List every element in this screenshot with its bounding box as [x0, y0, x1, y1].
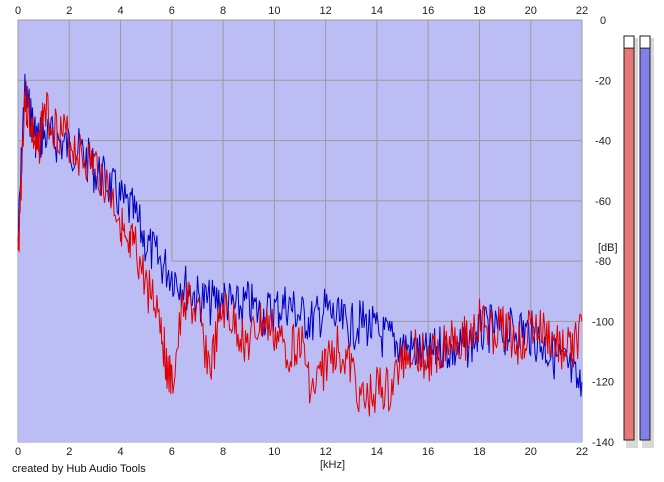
frequency-tick-label-bottom: 6 — [169, 446, 175, 458]
frequency-tick-label: 20 — [525, 5, 537, 17]
frequency-tick-label: 10 — [268, 5, 280, 17]
db-tick-label: -80 — [595, 256, 611, 268]
frequency-tick-label-bottom: 20 — [525, 446, 537, 458]
frequency-tick-label: 18 — [473, 5, 485, 17]
frequency-tick-label: 16 — [422, 5, 434, 17]
db-tick-label: -60 — [595, 196, 611, 208]
frequency-tick-label-bottom: 8 — [220, 446, 226, 458]
credit-label: created by Hub Audio Tools — [12, 463, 146, 475]
frequency-tick-label: 4 — [117, 5, 123, 17]
frequency-tick-label-bottom: 10 — [268, 446, 280, 458]
left-level-meter — [623, 47, 635, 441]
frequency-tick-label-bottom: 4 — [117, 446, 123, 458]
frequency-tick-label: 8 — [220, 5, 226, 17]
right-level-meter — [639, 47, 651, 441]
level-meters — [623, 35, 654, 448]
frequency-tick-labels: 0 2 4 6 8 10 12 14 16 18 20 22 — [15, 5, 588, 17]
db-tick-label: -100 — [592, 316, 614, 328]
db-tick-label: -40 — [595, 136, 611, 148]
frequency-tick-label-bottom: 16 — [422, 446, 434, 458]
frequency-tick-label: 22 — [576, 5, 588, 17]
frequency-tick-label: 12 — [320, 5, 332, 17]
frequency-tick-label-bottom: 12 — [320, 446, 332, 458]
db-tick-labels: 0 -20 -40 -60 -80 -100 -120 -140 — [592, 15, 614, 449]
frequency-tick-label-bottom: 0 — [15, 446, 21, 458]
frequency-tick-label: 2 — [66, 5, 72, 17]
frequency-tick-label: 0 — [15, 5, 21, 17]
khz-axis-label: [kHz] — [320, 459, 345, 471]
frequency-tick-label-bottom: 22 — [576, 446, 588, 458]
frequency-tick-label: 6 — [169, 5, 175, 17]
frequency-tick-label-bottom: 18 — [473, 446, 485, 458]
frequency-tick-labels-bottom: 0 2 4 6 8 10 12 14 16 18 20 22 — [15, 446, 588, 458]
frequency-tick-label-bottom: 2 — [66, 446, 72, 458]
frequency-tick-label-bottom: 14 — [371, 446, 383, 458]
frequency-tick-label: 14 — [371, 5, 383, 17]
right-channel-trace — [17, 73, 583, 397]
db-tick-label: -120 — [592, 377, 614, 389]
db-tick-label: -140 — [592, 437, 614, 449]
db-tick-label: 0 — [600, 15, 606, 27]
db-unit-label: [dB] — [598, 242, 618, 254]
db-tick-label: -20 — [595, 75, 611, 87]
left-channel-trace — [17, 81, 583, 417]
